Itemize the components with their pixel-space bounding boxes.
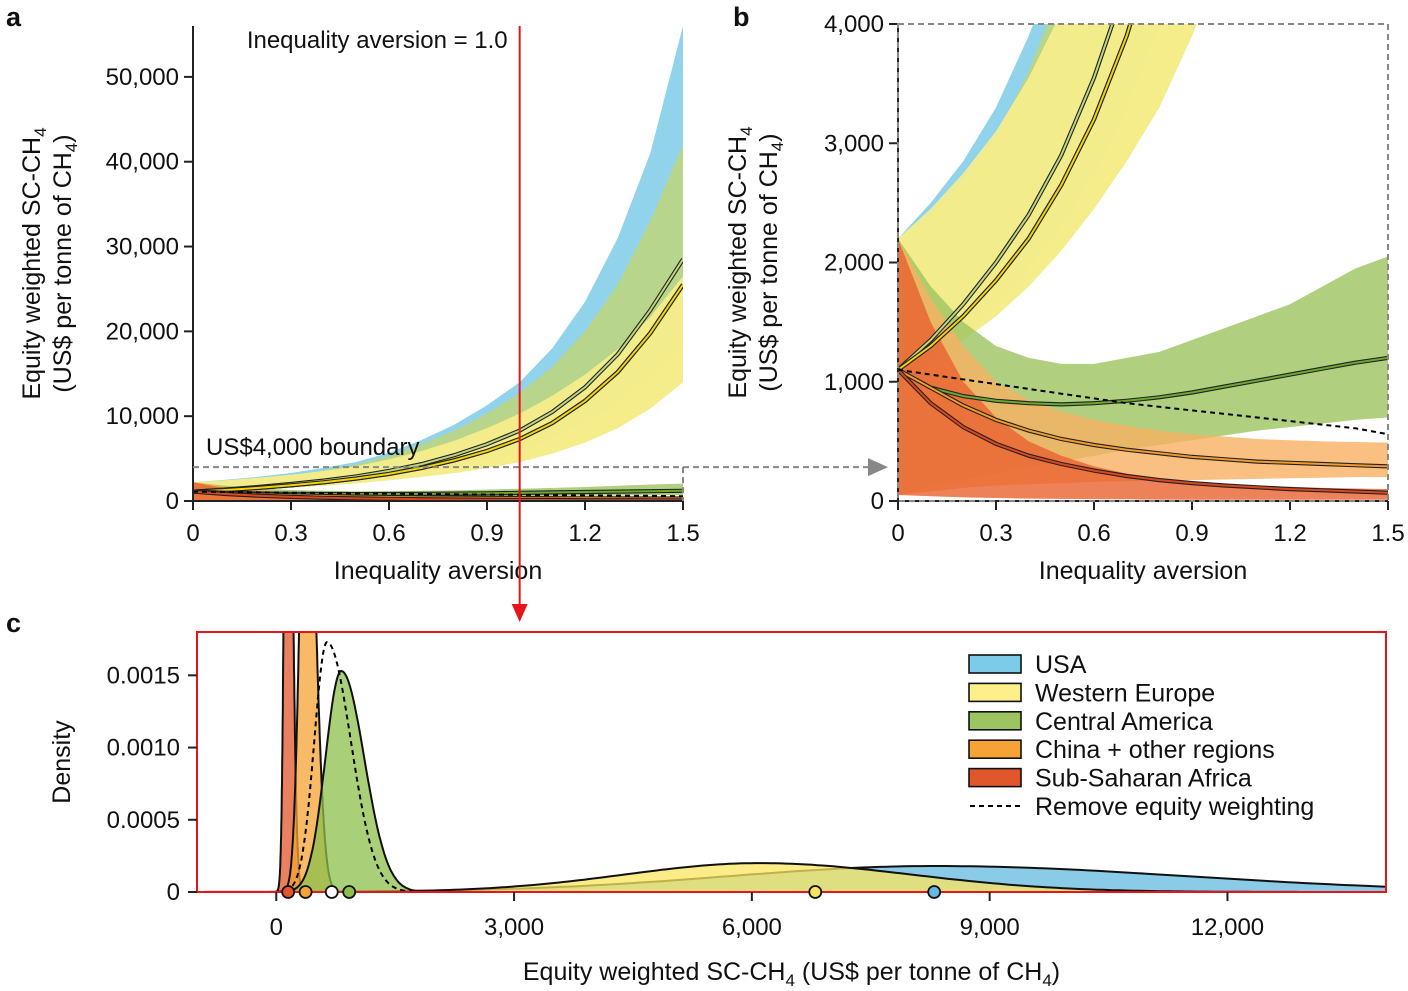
median-line-china-other-regions — [898, 368, 1388, 468]
b-y-label-end: ) — [755, 133, 783, 141]
b-y-label-sub2: 4 — [768, 142, 787, 151]
a-x-tick-label: 1.5 — [666, 520, 699, 547]
a-x-tick-label: 1.2 — [568, 520, 601, 547]
b-y-label-sub1: 4 — [737, 126, 756, 135]
b-y-tick-label: 4,000 — [824, 11, 884, 38]
a-x-axis-label: Inequality aversion — [334, 557, 542, 585]
a-y-label-line1: Equity weighted SC-CH — [18, 137, 46, 400]
c-frame — [196, 631, 1387, 893]
legend-swatch-central-america — [968, 710, 1022, 731]
c-x-label-xlabel_end_sub: 4 — [1042, 971, 1051, 990]
a-y-tick-label: 40,000 — [106, 149, 179, 176]
mean-marker-central-america — [342, 885, 357, 899]
mean-marker-remove-equity-weighting — [324, 885, 339, 899]
a-y-label-sub2: 4 — [62, 143, 81, 152]
connector-arrows — [511, 458, 888, 622]
median-line-central-america-low- — [898, 356, 1388, 406]
c-x-tick-label: 6,000 — [722, 914, 782, 941]
c-x-tick-label: 3,000 — [484, 914, 544, 941]
band-sub-saharan-africa — [898, 238, 1388, 500]
panel-a-label: a — [6, 2, 22, 32]
a-y-tick-label: 50,000 — [106, 64, 179, 91]
b-x-tick-label: 0.6 — [1077, 520, 1110, 547]
b-y-axis-label: Equity weighted SC-CH4(US$ per tonne of … — [724, 126, 787, 398]
a-x-tick-label: 0.6 — [372, 520, 405, 547]
a-y-label-sub1: 4 — [31, 127, 50, 136]
c-y-axis-label: Density — [48, 720, 76, 804]
b-y-label-line2: (US$ per tonne of CH — [755, 151, 783, 391]
a-y-tick-label: 10,000 — [106, 403, 179, 430]
c-x-label-xlabel_sub: 4 — [786, 971, 795, 990]
c-x-label-xlabel_end: (US$ per tonne of CH — [795, 958, 1042, 986]
a-x-tick-label: 0.9 — [470, 520, 503, 547]
median-line-sub-saharan-africa — [898, 369, 1388, 494]
legend-swatch-sub-saharan-africa — [968, 767, 1022, 788]
a-y-label-end: ) — [49, 134, 77, 142]
b-zoom-frame — [897, 23, 1389, 502]
legend-label: Western Europe — [1035, 679, 1215, 707]
connector-arrowhead-ac — [511, 604, 528, 622]
panel-c-label: c — [6, 608, 21, 638]
mean-marker-western-europe — [808, 885, 823, 899]
a-inequality-label: Inequality aversion = 1.0 — [247, 27, 508, 54]
legend-label: Remove equity weighting — [1035, 793, 1314, 821]
c-x-label-xlabel_close: ) — [1052, 958, 1060, 986]
a-y-axis-label: Equity weighted SC-CH4(US$ per tonne of … — [18, 127, 81, 399]
band-western-europe — [193, 276, 683, 493]
plot-area — [898, 24, 1388, 500]
b-x-tick-label: 1.5 — [1371, 520, 1404, 547]
c-x-label-xlabel: Equity weighted SC-CH — [523, 958, 786, 986]
panel-b-label: b — [733, 2, 750, 32]
c-y-tick-label: 0 — [167, 879, 180, 906]
legend-label: USA — [1035, 651, 1087, 679]
c-y-tick-label: 0.0005 — [107, 807, 180, 834]
b-x-tick-label: 0.3 — [979, 520, 1012, 547]
plot-area — [193, 26, 683, 501]
band-sub-saharan-africa — [193, 482, 683, 501]
b-x-tick-label: 1.2 — [1273, 520, 1306, 547]
c-x-axis-label: Equity weighted SC-CH4 (US$ per tonne of… — [523, 958, 1060, 990]
a-y-label-line2: (US$ per tonne of CH — [49, 152, 77, 392]
a-y-tick-label: 0 — [166, 488, 179, 515]
legend-swatch-usa — [968, 654, 1022, 674]
a-x-tick-label: 0 — [186, 520, 199, 547]
b-x-tick-label: 0.9 — [1175, 520, 1208, 547]
panel-b: 0 0.3 0.6 0.9 1.2 1.5 0 1,000 2,000 3,000 4,000 Ine… — [724, 11, 1405, 585]
median-line-western-europe — [193, 284, 683, 493]
a-y-tick-label: 30,000 — [106, 234, 179, 261]
c-x-tick-label: 12,000 — [1191, 914, 1264, 941]
mean-marker-sub-saharan-africa — [281, 885, 296, 899]
b-y-label-line1: Equity weighted SC-CH — [724, 136, 752, 399]
legend-swatch-china-other-regions — [968, 739, 1022, 760]
c-x-tick-label: 9,000 — [960, 914, 1020, 941]
median-line-central-america — [898, 24, 1114, 371]
legend-label: Sub-Saharan Africa — [1035, 765, 1252, 793]
legend-label: China + other regions — [1035, 736, 1275, 764]
remove-equity-weighting-line — [898, 368, 1388, 436]
b-y-tick-label: 0 — [871, 488, 884, 515]
b-y-tick-label: 3,000 — [824, 130, 884, 157]
b-x-axis-label: Inequality aversion — [1039, 557, 1247, 585]
connector-arrowhead-ab — [868, 458, 888, 477]
panel-c: 0 3,000 6,000 9,000 12,000 0 0.0005 0.0010 0.001… — [48, 631, 1387, 990]
band-china-other-regions — [898, 238, 1388, 495]
b-x-tick-label: 0 — [891, 520, 904, 547]
a-y-tick-label: 20,000 — [106, 318, 179, 345]
mean-marker-china-other-regions — [298, 885, 313, 899]
mean-marker-usa — [927, 885, 942, 899]
median-line-western-europe — [898, 24, 1132, 371]
legend-label: Central America — [1035, 708, 1213, 736]
c-x-tick-label: 0 — [270, 914, 283, 941]
c-y-tick-label: 0.0015 — [107, 662, 180, 689]
c-y-tick-label: 0.0010 — [107, 735, 180, 762]
b-y-tick-label: 2,000 — [824, 250, 884, 277]
a-x-tick-label: 0.3 — [274, 520, 307, 547]
legend-swatch-western-europe — [968, 682, 1022, 703]
a-boundary-label: US$4,000 boundary — [206, 434, 420, 461]
b-y-tick-label: 1,000 — [824, 369, 884, 396]
panel-a: 0 0.3 0.6 0.9 1.2 1.5 0 10,000 20,000 30,000 40,00… — [18, 26, 700, 612]
remove-equity-weighting-line — [193, 490, 683, 498]
density-central-america — [276, 669, 435, 892]
